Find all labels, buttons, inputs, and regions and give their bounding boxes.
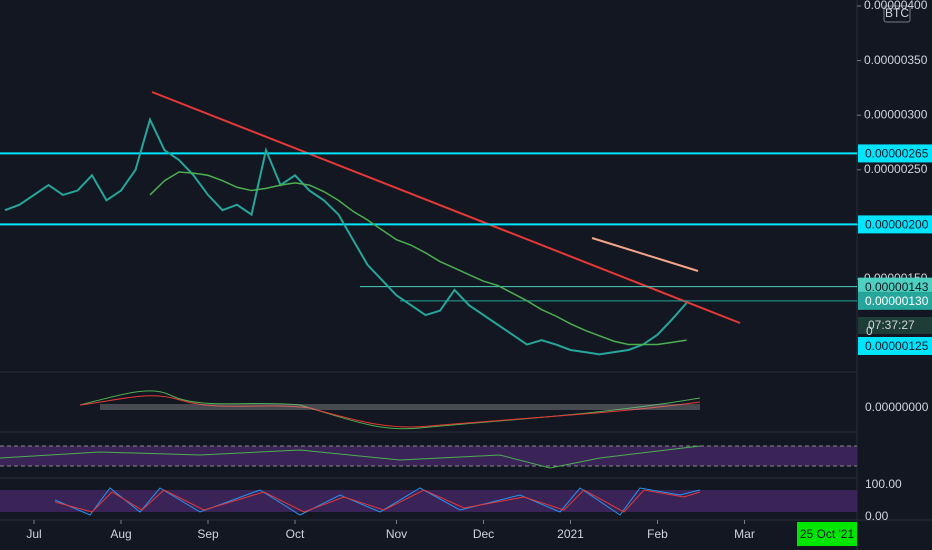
last-label-box [858, 337, 932, 355]
y-tick-label: 0.00000400 [864, 0, 928, 12]
currency-box [883, 5, 911, 23]
stoch-d [54, 489, 701, 513]
stoch-band [0, 490, 857, 512]
stoch-top: 100.00 [865, 477, 902, 491]
x-tick-label: Feb [647, 527, 668, 541]
macd-label: 0.00000000 [865, 400, 929, 414]
series-line [149, 171, 687, 346]
rsi-band [0, 446, 857, 466]
level-box [858, 277, 932, 296]
currency: BTC [885, 6, 909, 20]
x-tick-label: Dec [473, 527, 494, 541]
level-label: 0.00000130 [865, 294, 929, 308]
level-box [858, 291, 932, 310]
projection-line [591, 237, 699, 272]
date-box [797, 522, 857, 546]
x-tick-label: Oct [286, 527, 305, 541]
x-tick-label: 2021 [557, 527, 584, 541]
x-tick-label: Sep [197, 527, 219, 541]
x-tick-label: Jul [26, 527, 41, 541]
x-tick-label: Aug [110, 527, 131, 541]
rsi-line [0, 445, 701, 469]
zero-label: 0 [866, 324, 873, 338]
stoch-k [54, 487, 701, 516]
macd-histogram [100, 404, 700, 410]
countdown-box [858, 317, 932, 334]
countdown: 07:37:27 [868, 318, 915, 332]
level-label: 0.00000143 [865, 280, 929, 294]
trendline [151, 91, 741, 324]
last-label: 0.00000125 [865, 339, 929, 353]
series-line [4, 116, 688, 356]
signal-line [79, 395, 701, 428]
date-label: 25 Oct '21 [800, 527, 855, 541]
y-tick-label: 0.00000300 [864, 107, 928, 121]
x-tick-label: Nov [386, 527, 407, 541]
level-box [858, 215, 932, 234]
y-tick-label: 0.00000350 [864, 53, 928, 67]
level-label: 0.00000265 [865, 147, 929, 161]
level-label: 0.00000200 [865, 218, 929, 232]
level-box [858, 144, 932, 163]
stoch-bottom: 0.00 [865, 509, 889, 523]
x-tick-label: Mar [734, 527, 755, 541]
y-tick-label: 0.00000250 [864, 162, 928, 176]
